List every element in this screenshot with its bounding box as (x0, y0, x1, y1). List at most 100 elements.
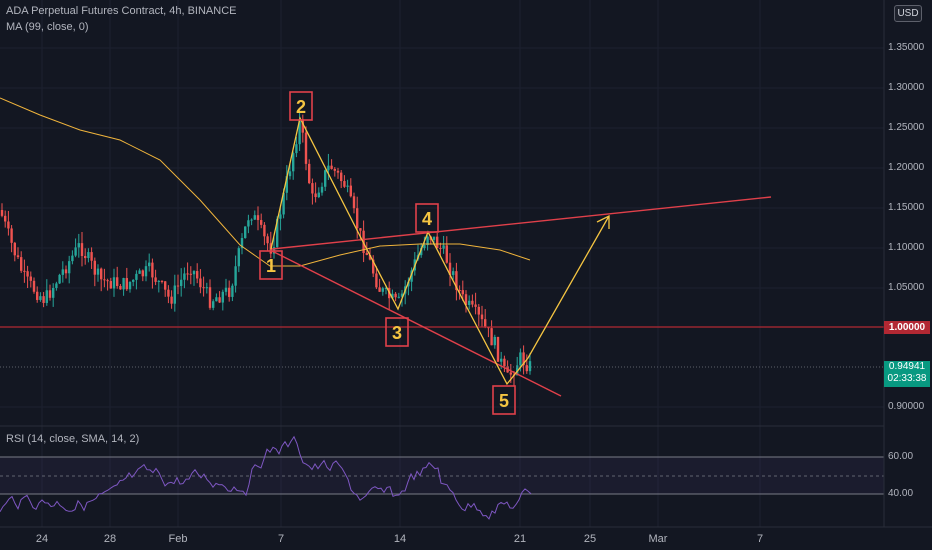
candle (301, 114, 304, 143)
candle (221, 289, 224, 311)
svg-text:5: 5 (499, 391, 509, 411)
candle (125, 267, 128, 291)
candle (452, 267, 455, 280)
candle (52, 283, 55, 307)
candle (61, 261, 64, 283)
candle (471, 294, 474, 308)
x-tick: 28 (103, 533, 117, 545)
candle (343, 175, 346, 188)
candle (349, 178, 352, 198)
candle (490, 320, 493, 346)
candle (237, 246, 240, 273)
candle (13, 241, 16, 262)
candle (164, 280, 167, 297)
last-price-tag: 0.94941 02:33:38 (884, 361, 930, 387)
candle (250, 218, 253, 226)
candle (340, 170, 343, 189)
candle (77, 233, 80, 258)
y-tick: 1.05000 (888, 282, 925, 293)
candle (116, 266, 119, 289)
candle (448, 253, 452, 287)
candle (496, 336, 500, 363)
candle (141, 269, 144, 282)
candle (244, 226, 247, 239)
candle (196, 263, 199, 284)
candle (202, 276, 205, 297)
candle (170, 290, 173, 309)
candle (68, 255, 71, 284)
wave-label-5: 5 (492, 385, 516, 415)
candle (464, 290, 468, 313)
candle (135, 270, 138, 290)
candle (106, 278, 109, 291)
candle (144, 260, 148, 282)
x-tick: 24 (35, 533, 49, 545)
candle (279, 207, 282, 231)
candle (375, 266, 378, 290)
candle (84, 248, 87, 265)
candle (148, 253, 151, 272)
candle (388, 281, 391, 310)
candle (522, 345, 525, 375)
candle (231, 283, 234, 302)
symbol-legend[interactable]: ADA Perpetual Futures Contract, 4h, BINA… (6, 5, 237, 17)
candle (240, 233, 244, 255)
candle (186, 262, 189, 281)
candle (439, 242, 442, 256)
candle (260, 213, 263, 229)
candle (234, 255, 237, 293)
candle (346, 179, 349, 193)
candle (327, 153, 330, 181)
candle (503, 355, 506, 373)
candle (205, 282, 208, 294)
candle (23, 259, 26, 283)
x-tick: 25 (583, 533, 597, 545)
candle (39, 292, 42, 302)
candle (29, 271, 32, 288)
candle (208, 279, 212, 310)
candle (397, 292, 400, 299)
candle (320, 182, 324, 196)
candle (71, 250, 74, 265)
candle (157, 280, 160, 293)
y-tick: 1.15000 (888, 202, 925, 213)
candle (36, 286, 39, 303)
upper-trendline (271, 196, 772, 250)
candle (426, 235, 429, 251)
candle (132, 279, 135, 287)
projection-arrowhead (596, 214, 610, 229)
candle (410, 267, 413, 292)
wave-label-1: 1 (259, 250, 283, 280)
candle (42, 291, 45, 308)
candle (64, 265, 68, 279)
ma-legend[interactable]: MA (99, close, 0) (6, 21, 89, 33)
grid-lines (0, 0, 884, 527)
candle (487, 326, 490, 338)
candle (199, 269, 202, 294)
svg-text:2: 2 (296, 97, 306, 117)
svg-text:1: 1 (266, 256, 276, 276)
candle (122, 277, 125, 296)
ma-99-line (0, 97, 531, 267)
candle (484, 309, 487, 329)
y-tick: 1.20000 (888, 162, 925, 173)
candle (381, 286, 384, 296)
candle (80, 232, 84, 267)
candle (247, 214, 250, 234)
candle (103, 268, 106, 288)
candle (474, 292, 477, 315)
rsi-legend[interactable]: RSI (14, close, SMA, 14, 2) (6, 433, 140, 445)
candle (228, 280, 231, 302)
y-tick: 1.35000 (888, 42, 925, 53)
candle (442, 235, 445, 254)
candle (215, 293, 218, 302)
candle (285, 165, 288, 201)
candle (317, 187, 320, 199)
x-tick: Feb (168, 533, 188, 545)
candle (394, 291, 397, 302)
candle (333, 167, 336, 177)
currency-badge[interactable]: USD (894, 5, 922, 22)
candle (218, 291, 221, 303)
y-tick: 1.10000 (888, 242, 925, 253)
